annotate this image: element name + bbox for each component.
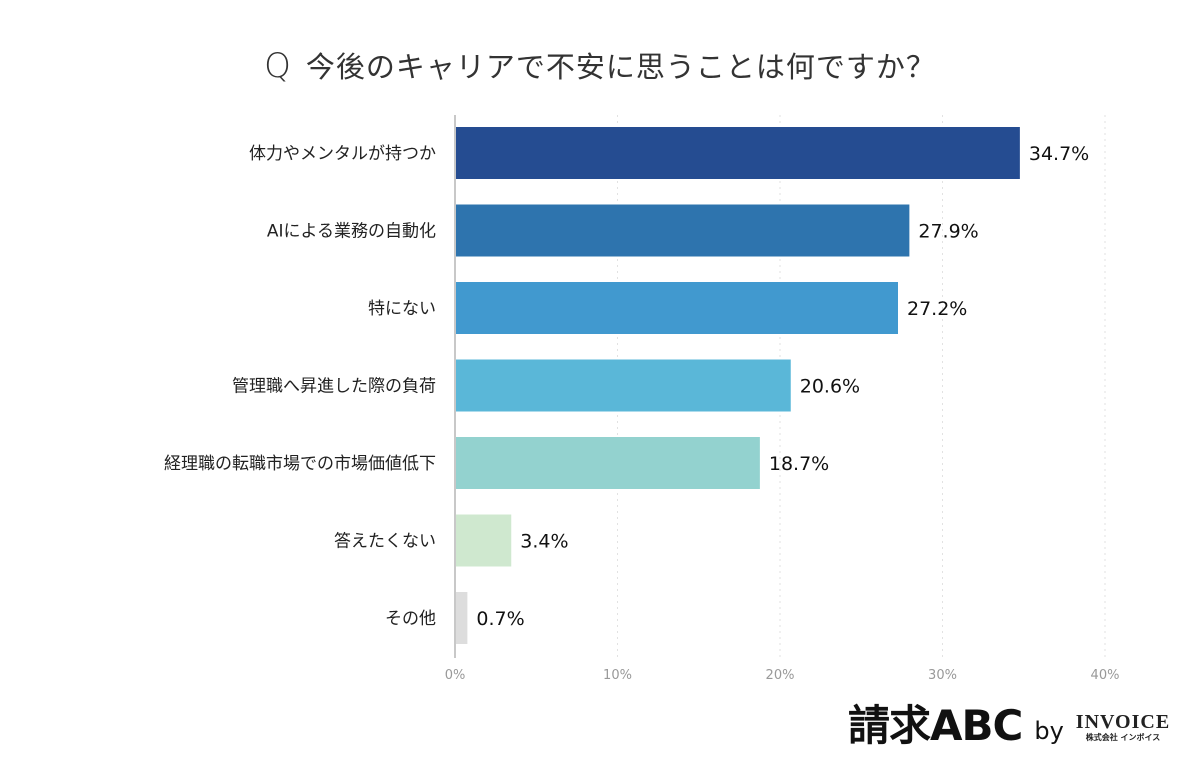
logo-brand: INVOICE 株式会社 インボイス	[1076, 712, 1170, 748]
logo-brand-sub: 株式会社 インボイス	[1085, 733, 1161, 742]
logo: 請求ABC by INVOICE 株式会社 インボイス	[848, 704, 1170, 748]
value-label: 34.7%	[1029, 143, 1089, 165]
x-tick-label: 20%	[766, 668, 795, 683]
bar	[456, 282, 898, 334]
category-label: 体力やメンタルが持つか	[249, 144, 436, 164]
bar-chart: 0% 10% 20% 30% 40% 体力やメンタルが持つか 34.7% AIによる業務の自動…	[164, 115, 1120, 683]
x-tick-label: 0%	[445, 668, 466, 683]
x-tick-label: 30%	[928, 668, 957, 683]
category-label: 特にない	[368, 299, 436, 319]
category-label: AIによる業務の自動化	[267, 222, 436, 242]
x-tick-label: 10%	[603, 668, 632, 683]
logo-by: by	[1034, 717, 1064, 745]
category-label: 経理職の転職市場での市場価値低下	[164, 454, 436, 474]
value-label: 27.2%	[907, 298, 967, 320]
chart-title: Q 今後のキャリアで不安に思うことは何ですか？	[0, 44, 1200, 86]
chart-title-text: 今後のキャリアで不安に思うことは何ですか？	[305, 50, 936, 84]
bar	[456, 592, 468, 644]
bar	[456, 204, 910, 257]
category-label: その他	[385, 609, 436, 629]
question-mark-prefix: Q	[264, 46, 292, 86]
bar	[456, 127, 1020, 179]
value-label: 3.4%	[520, 531, 568, 553]
x-tick-label: 40%	[1091, 668, 1120, 683]
value-label: 18.7%	[769, 453, 829, 475]
bar	[456, 359, 791, 412]
bar	[456, 437, 760, 489]
bar	[456, 514, 512, 567]
logo-main: 請求ABC	[848, 701, 1023, 750]
value-label: 0.7%	[476, 608, 524, 630]
category-label: 管理職へ昇進した際の負荷	[232, 377, 436, 397]
value-label: 20.6%	[800, 376, 860, 398]
logo-brand-name: INVOICE	[1075, 711, 1171, 733]
value-label: 27.9%	[918, 221, 978, 243]
category-label: 答えたくない	[334, 532, 436, 552]
